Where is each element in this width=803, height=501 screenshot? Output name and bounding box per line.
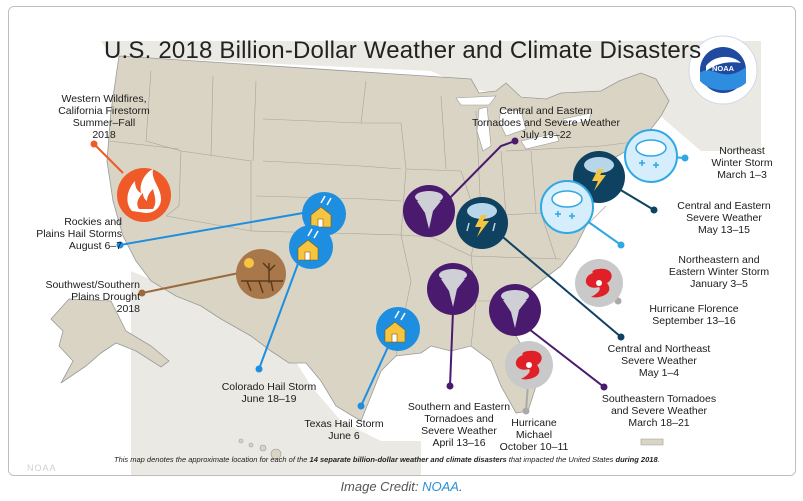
- hail-marker-texas: [376, 307, 420, 351]
- noaa-watermark: NOAA: [27, 463, 57, 473]
- label-southeastern-march: Southeastern Tornadoes and Severe Weather…: [601, 393, 717, 429]
- hail-marker-rockies: [302, 192, 346, 236]
- hail-house-icon: [384, 310, 406, 343]
- canada-land: [101, 41, 761, 151]
- winter-marker-january: [540, 180, 594, 234]
- noaa-logo: NOAA: [688, 35, 758, 105]
- alaska-shape: [50, 298, 170, 384]
- image-credit: Image Credit: NOAA.: [340, 479, 463, 494]
- thunderstorm-marker-may4: [456, 197, 508, 249]
- winter-storm-icon: [551, 190, 583, 219]
- tornado-icon: [501, 290, 529, 328]
- tornado-icon: [439, 269, 467, 307]
- tornado-marker-april: [427, 263, 479, 315]
- tornado-icon: [415, 191, 443, 229]
- mexico-land: [131, 271, 421, 475]
- hail-house-icon: [297, 228, 319, 261]
- tornado-marker-july: [403, 185, 455, 237]
- hail-marker-colorado: [289, 225, 333, 269]
- fire-icon: [127, 169, 161, 213]
- label-central-northeast-may: Central and Northeast Severe Weather May 1…: [607, 343, 711, 379]
- label-southwest-drought: Southwest/Southern Plains Drought 2018: [45, 279, 140, 315]
- wildfire-marker: [117, 168, 171, 222]
- hawaii-shape: [238, 438, 282, 460]
- hurricane-icon: [585, 268, 612, 298]
- puerto-rico-shape: [640, 438, 664, 446]
- label-northeast-winter-march: Northeast Winter Storm March 1–3: [711, 145, 773, 181]
- leader-dots: [90, 137, 689, 415]
- tornado-marker-march: [489, 284, 541, 336]
- winter-marker-march: [624, 129, 678, 183]
- label-rockies-hail: Rockies and Plains Hail Storms August 6–7: [36, 216, 122, 252]
- label-central-eastern-may15: Central and Eastern Severe Weather May 13–…: [677, 200, 771, 236]
- label-central-eastern-july: Central and Eastern Tornadoes and Severe …: [471, 105, 621, 141]
- label-hurricane-michael: Hurricane Michael October 10–11: [499, 417, 569, 453]
- footnote: This map denotes the approximate locatio…: [114, 455, 660, 464]
- label-western-wildfires: Western Wildfires, California Firestorm Su…: [58, 93, 150, 141]
- label-colorado-hail: Colorado Hail Storm June 18–19: [221, 381, 317, 405]
- winter-storm-icon: [635, 139, 667, 168]
- thunderstorm-icon: [584, 157, 614, 191]
- great-lakes: [455, 95, 592, 152]
- noaa-logo-text: NOAA: [712, 64, 735, 73]
- label-texas-hail: Texas Hail Storm June 6: [304, 418, 384, 442]
- hurricane-icon: [515, 350, 542, 380]
- hurricane-marker-michael: [505, 341, 553, 389]
- noaa-credit-link[interactable]: NOAA: [422, 479, 459, 494]
- hurricane-marker-florence: [575, 259, 623, 307]
- us-map: NOAA: [9, 7, 795, 475]
- drought-icon: [241, 258, 283, 294]
- label-northeastern-winter-jan: Northeastern and Eastern Winter Storm Janu…: [668, 254, 770, 290]
- page-title: U.S. 2018 Billion-Dollar Weather and Cli…: [104, 37, 702, 64]
- drought-marker: [236, 249, 286, 299]
- hail-house-icon: [310, 195, 332, 228]
- thunderstorm-icon: [466, 203, 497, 237]
- label-hurricane-florence: Hurricane Florence September 13–16: [649, 303, 739, 327]
- label-southern-eastern-april: Southern and Eastern Tornadoes and Severe …: [407, 401, 511, 449]
- map-frame: NOAA U.S. 2018 Billion-Dollar Weather an…: [8, 6, 796, 476]
